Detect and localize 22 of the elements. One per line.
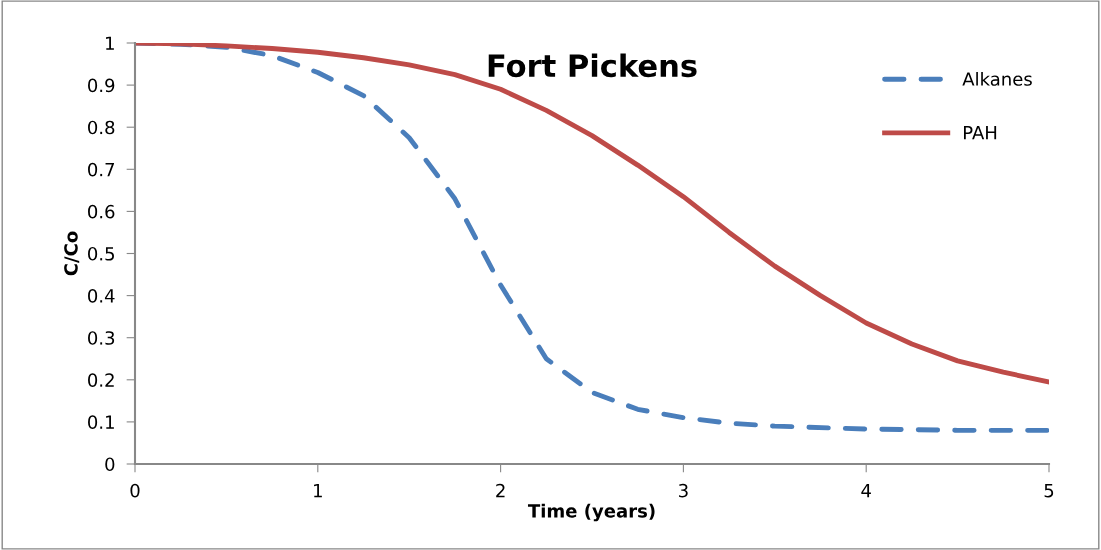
y-tick-label: 0.6: [88, 204, 115, 219]
y-tick-label: 0.4: [88, 289, 115, 303]
legend-label: Alkanes: [962, 71, 1032, 86]
x-tick-label: 3: [679, 483, 688, 498]
y-axis-title: C/Co: [64, 231, 80, 276]
y-tick-label: 0.2: [88, 373, 114, 387]
x-tick-label: 0: [130, 483, 140, 498]
y-tick-label: 0.8: [88, 120, 115, 135]
y-tick-label: 0.3: [88, 331, 115, 345]
y-tick-label: 0.7: [88, 162, 115, 177]
y-tick-label: 0.1: [88, 415, 114, 430]
y-tick-label: 0: [105, 457, 115, 472]
x-tick-label: 2: [496, 483, 505, 498]
y-tick-label: 1: [106, 36, 114, 50]
chart-title: Fort Pickens: [488, 53, 697, 78]
x-tick-label: 4: [861, 484, 871, 498]
x-tick-label: 5: [1044, 484, 1054, 498]
y-tick-label: 0.9: [88, 78, 115, 93]
x-axis-title: Time (years): [527, 503, 655, 522]
x-tick-label: 1: [314, 484, 322, 498]
y-tick-label: 0.5: [88, 246, 114, 261]
legend-label: PAH: [963, 126, 997, 140]
